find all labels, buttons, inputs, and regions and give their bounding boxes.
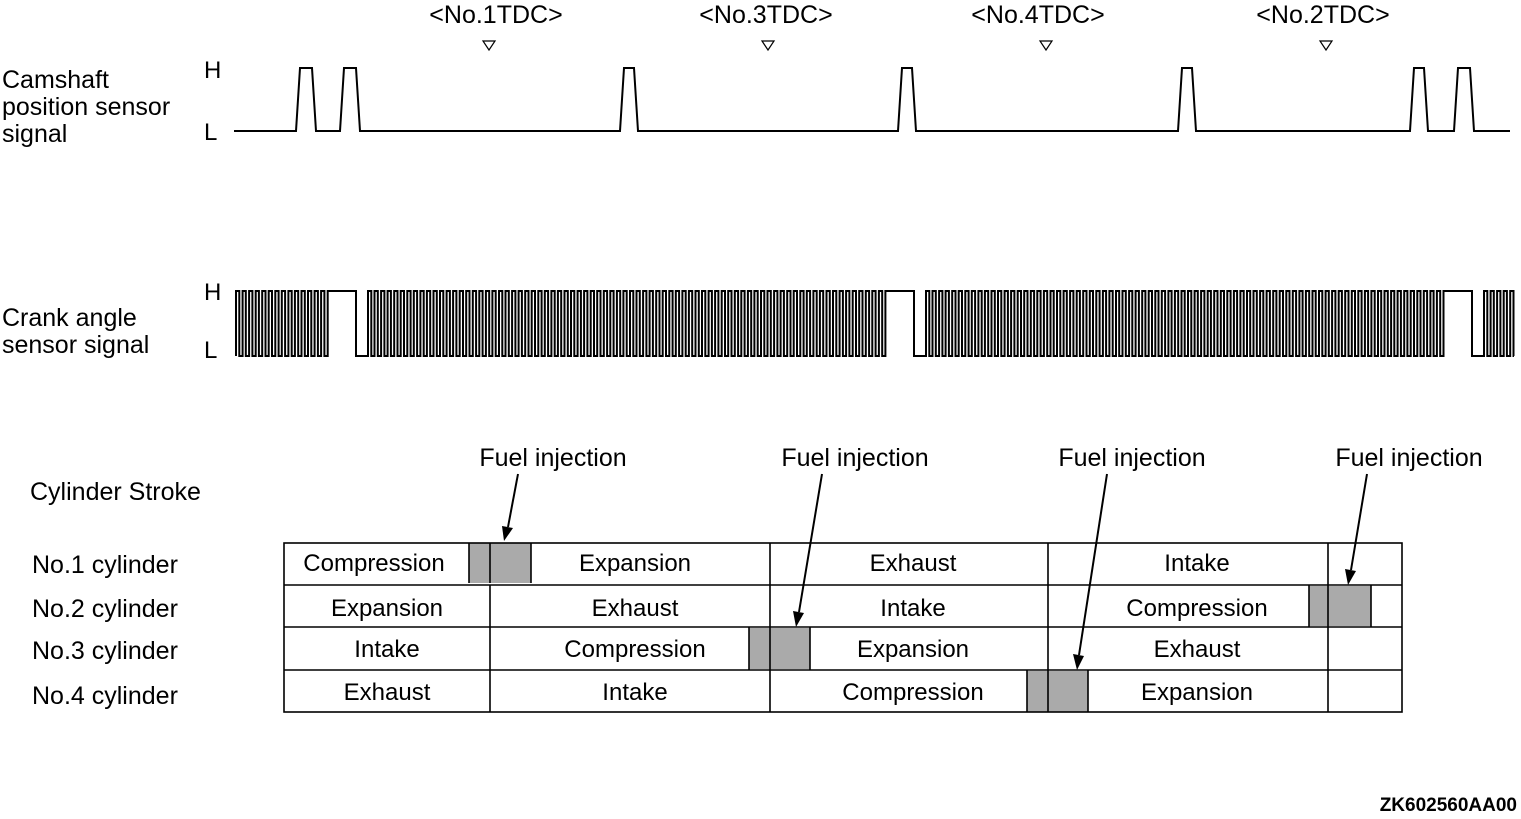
stroke-cell: Intake [1164, 550, 1229, 577]
stroke-cell: Exhaust [592, 595, 679, 622]
fuel-injection-arrow [798, 473, 823, 613]
stroke-cell: Exhaust [1154, 636, 1241, 663]
fuel-injection-label: Fuel injection [1335, 444, 1482, 472]
tdc-triangle-icon [1318, 40, 1334, 52]
injection-period [469, 543, 531, 583]
injection-period [1027, 671, 1088, 712]
stroke-cell: Expansion [857, 636, 969, 663]
stroke-cell: Exhaust [870, 550, 957, 577]
tdc-markers: <No.1TDC> <No.3TDC> <No.4TDC> <No.2TDC> [429, 1, 1390, 52]
injection-periods [469, 543, 1371, 712]
cylinder-stroke-heading: Cylinder Stroke [30, 478, 201, 506]
arrow-head-icon [793, 611, 804, 627]
stroke-cell: Compression [1126, 595, 1267, 622]
cylinder-stroke-table: Cylinder Stroke Fuel injection Fuel inje… [30, 444, 1483, 713]
camshaft-low-label: L [204, 119, 217, 146]
stroke-cell: Exhaust [344, 679, 431, 706]
camshaft-signal: Camshaft position sensor signal H L [2, 57, 1510, 148]
tdc-triangle-icon [760, 40, 776, 52]
cylinder-row-label: No.1 cylinder [32, 551, 178, 579]
crank-label-line: Crank angle [2, 304, 137, 332]
crank-waveform [235, 290, 1515, 357]
arrow-head-icon [1345, 569, 1356, 585]
fuel-injection-arrow [1078, 473, 1108, 656]
stroke-cell: Intake [602, 679, 667, 706]
camshaft-label-line: Camshaft [2, 66, 109, 94]
camshaft-label-line: position sensor [2, 93, 170, 121]
crank-signal: Crank angle sensor signal H L [2, 279, 1515, 364]
arrow-head-icon [1073, 654, 1084, 670]
stroke-cell: Expansion [331, 595, 443, 622]
fuel-injection-arrow [507, 473, 519, 528]
injection-period [1309, 586, 1371, 626]
tdc-marker-label: <No.1TDC> [429, 1, 562, 29]
arrow-head-icon [502, 526, 513, 541]
stroke-cell: Compression [564, 636, 705, 663]
fuel-injection-label: Fuel injection [781, 444, 928, 472]
fuel-injection-arrows [502, 473, 1368, 670]
fuel-injection-label: Fuel injection [1058, 444, 1205, 472]
fuel-injection-label: Fuel injection [479, 444, 626, 472]
tdc-marker-label: <No.4TDC> [971, 1, 1104, 29]
camshaft-waveform [234, 67, 1510, 132]
figure-code: ZK602560AA00 [1380, 795, 1517, 816]
tdc-marker-label: <No.3TDC> [699, 1, 832, 29]
stroke-cell: Intake [354, 636, 419, 663]
tdc-triangle-icon [481, 40, 497, 52]
cylinder-row-label: No.2 cylinder [32, 595, 178, 623]
fuel-injection-arrow [1350, 473, 1368, 571]
cylinder-row-label: No.4 cylinder [32, 682, 178, 710]
stroke-cell: Compression [842, 679, 983, 706]
crank-high-label: H [204, 279, 221, 306]
crank-low-label: L [204, 337, 217, 364]
stroke-cell: Expansion [1141, 679, 1253, 706]
camshaft-label-line: signal [2, 120, 67, 148]
crank-label-line: sensor signal [2, 331, 149, 359]
cylinder-row-label: No.3 cylinder [32, 637, 178, 665]
tdc-marker-label: <No.2TDC> [1256, 1, 1389, 29]
injection-period [749, 628, 810, 669]
tdc-triangle-icon [1038, 40, 1054, 52]
camshaft-high-label: H [204, 57, 221, 84]
stroke-cell: Compression [303, 550, 444, 577]
stroke-cell: Intake [880, 595, 945, 622]
stroke-cell: Expansion [579, 550, 691, 577]
